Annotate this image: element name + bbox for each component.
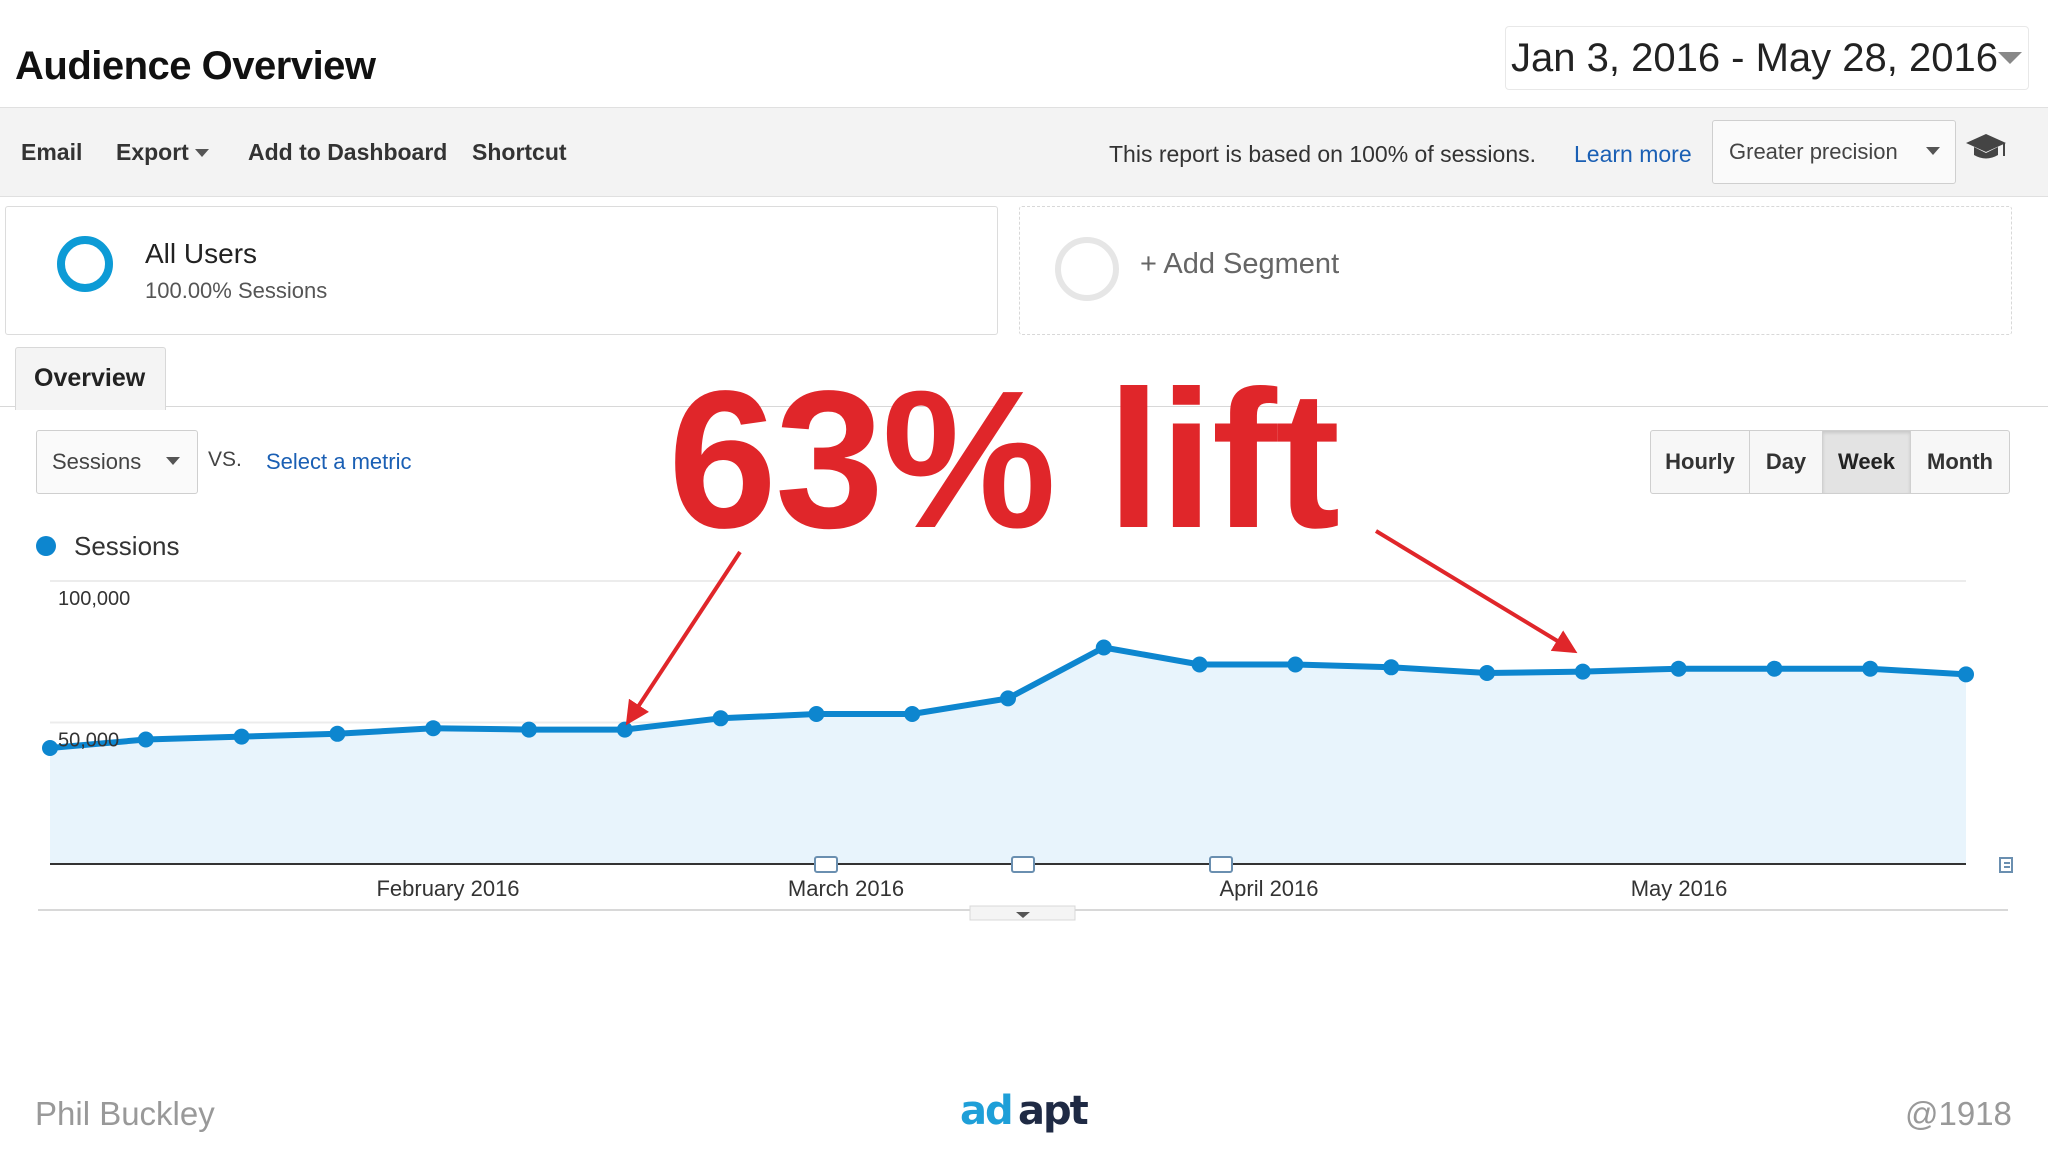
segment-all-users[interactable]: [5, 206, 998, 335]
email-button[interactable]: Email: [21, 139, 83, 165]
segment-name: All Users: [145, 238, 258, 269]
day-button[interactable]: Day: [1750, 431, 1823, 493]
time-granularity-group: Hourly Day Week Month: [1650, 430, 2010, 494]
report-toolbar: [0, 107, 2048, 197]
y-tick-label: 100,000: [58, 588, 130, 610]
sessions-chart: 100,000 50,000 February 2016 March 2016 Apr…: [38, 580, 2013, 921]
x-tick-label: March 2016: [788, 876, 904, 901]
chevron-down-icon[interactable]: [1926, 147, 1940, 155]
footer-handle: @1918: [1905, 1095, 2012, 1132]
precision-select[interactable]: [1712, 120, 1956, 184]
learn-more-link[interactable]: Learn more: [1574, 141, 1692, 167]
segment-sessions-share: 100.00% Sessions: [145, 278, 328, 303]
graduation-cap-icon[interactable]: [1964, 130, 2008, 164]
x-tick-label: May 2016: [1631, 876, 1728, 901]
data-point: [1383, 659, 1400, 676]
data-point: [808, 706, 825, 722]
precision-select-value[interactable]: Greater precision: [1729, 139, 1898, 164]
annotation-toggle-icon: [1999, 857, 2013, 873]
data-point: [521, 721, 537, 738]
empty-segment-ring-icon: [1055, 237, 1119, 301]
data-point: [712, 710, 729, 727]
legend-swatch: [36, 536, 56, 556]
chevron-down-icon[interactable]: [195, 149, 209, 157]
data-point: [329, 725, 346, 742]
data-point: [1958, 666, 1974, 683]
sessions-area: [50, 647, 1966, 864]
add-segment-box[interactable]: [1019, 206, 2012, 335]
y-tick-label: 50,000: [58, 730, 119, 752]
date-range-text[interactable]: Jan 3, 2016 - May 28, 2016: [1511, 36, 1998, 80]
data-point: [1479, 665, 1495, 681]
tab-overview-label[interactable]: Overview: [34, 364, 146, 392]
data-point: [1000, 690, 1016, 707]
sampling-note: This report is based on 100% of sessions…: [1109, 141, 1537, 167]
month-button[interactable]: Month: [1927, 449, 1993, 474]
data-point: [616, 721, 633, 738]
export-button[interactable]: Export: [116, 139, 189, 165]
chevron-down-icon[interactable]: [1998, 52, 2022, 64]
data-point: [1574, 663, 1591, 680]
data-point: [1191, 656, 1208, 673]
adapt-logo: ad apt: [960, 1089, 1090, 1134]
logo-wordmark: ad: [960, 1089, 1012, 1134]
chevron-down-icon[interactable]: [166, 457, 180, 465]
arrow-right: [1374, 529, 1578, 654]
data-point: [1862, 660, 1879, 677]
x-tick-label: February 2016: [376, 876, 519, 901]
data-point: [1287, 656, 1304, 673]
vs-label: VS.: [208, 448, 242, 471]
data-point: [1095, 639, 1112, 656]
page-title: Audience Overview: [15, 44, 376, 88]
chevron-down-icon: [1016, 912, 1030, 918]
data-point: [233, 728, 250, 745]
annotation-marker-icon: [814, 856, 1233, 873]
tab-overview[interactable]: [15, 347, 166, 410]
sessions-points: [42, 639, 1974, 756]
y-tick-labels: 100,000 50,000: [58, 588, 130, 752]
add-to-dashboard-button[interactable]: Add to Dashboard: [248, 139, 448, 165]
data-point: [1766, 660, 1783, 677]
data-point: [904, 706, 921, 722]
shortcut-button[interactable]: Shortcut: [472, 139, 567, 165]
x-tick-labels: February 2016 March 2016 April 2016 May 201…: [376, 876, 1727, 901]
tab-divider: [0, 406, 2048, 407]
hourly-button[interactable]: Hourly: [1651, 431, 1750, 493]
data-point: [137, 731, 154, 748]
week-button[interactable]: Week: [1823, 431, 1911, 493]
arrow-left: [625, 550, 742, 726]
segment-ring-icon: [57, 236, 113, 292]
footer-author: Phil Buckley: [35, 1095, 215, 1132]
date-range-picker[interactable]: [1505, 26, 2029, 90]
select-metric-link[interactable]: Select a metric: [266, 449, 412, 474]
data-point: [425, 720, 442, 737]
x-tick-label: April 2016: [1219, 876, 1318, 901]
data-point: [42, 740, 58, 756]
logo-wordmark: apt: [1018, 1089, 1089, 1134]
metric-select-value[interactable]: Sessions: [52, 449, 142, 474]
lift-annotation: 63% lift: [668, 350, 1340, 569]
data-point: [1670, 660, 1687, 677]
add-segment-button[interactable]: + Add Segment: [1140, 248, 1340, 280]
legend-label: Sessions: [74, 531, 180, 561]
